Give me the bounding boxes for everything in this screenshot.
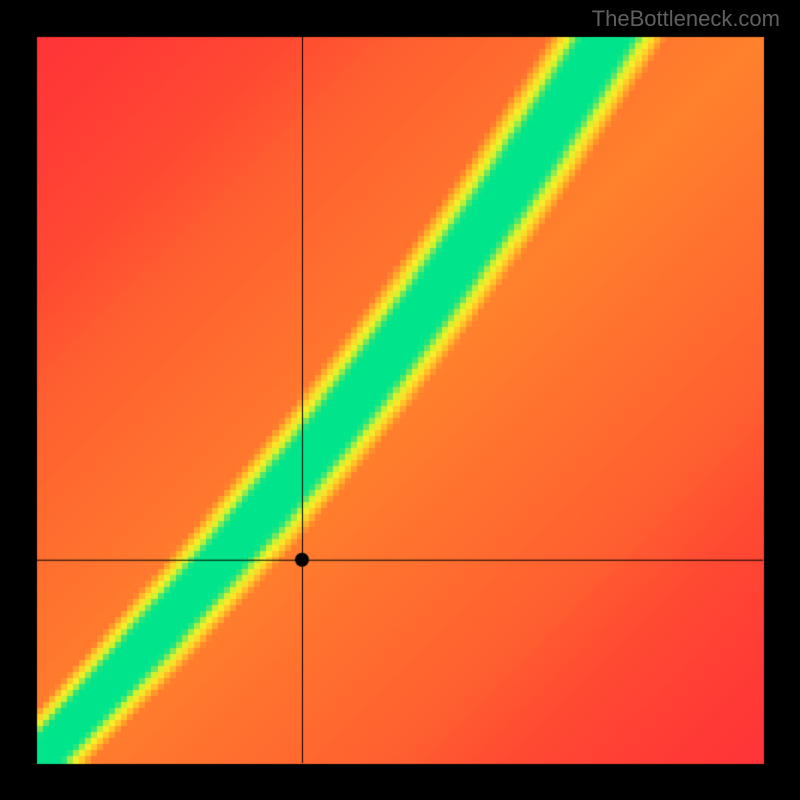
chart-container: TheBottleneck.com (0, 0, 800, 800)
watermark-text: TheBottleneck.com (592, 6, 780, 32)
bottleneck-heatmap (0, 0, 800, 800)
